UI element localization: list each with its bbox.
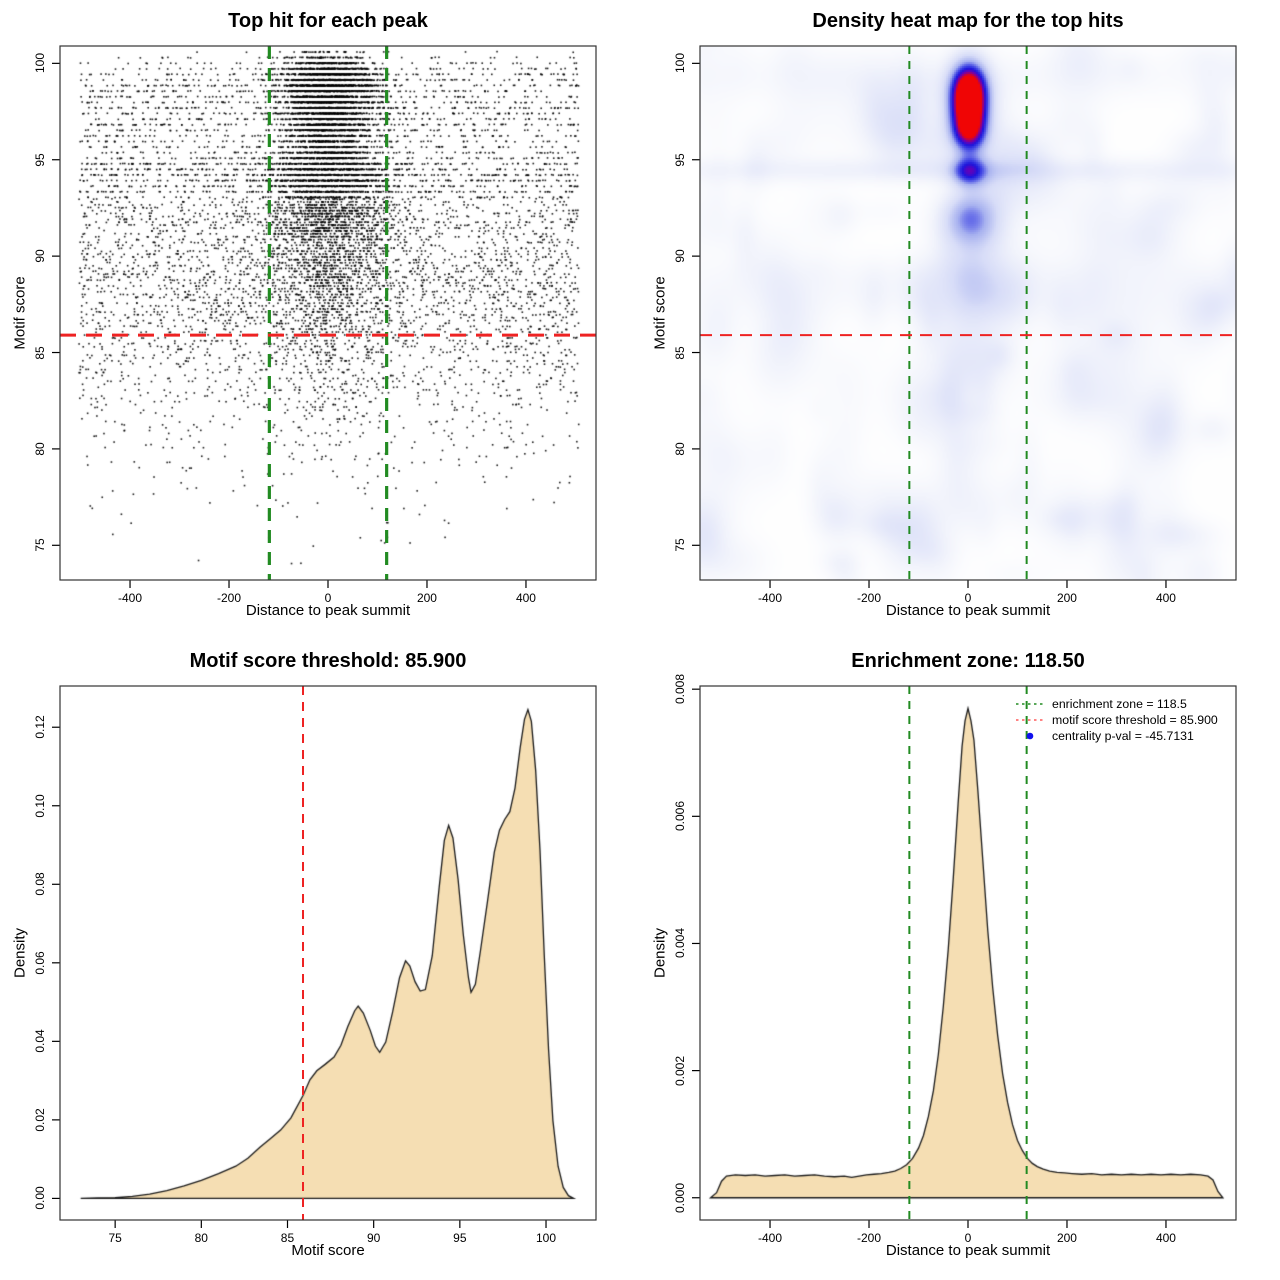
x-tick-label: -200 (857, 1231, 882, 1245)
panel-top-hits-scatter: Top hit for each peak Distance to peak s… (0, 0, 640, 640)
x-tick-label: 0 (964, 1231, 972, 1245)
scatter-x-axis-label: Distance to peak summit (245, 602, 411, 619)
y-tick-label: 90 (33, 249, 47, 263)
y-tick-label: 80 (673, 442, 687, 456)
y-tick-label: 80 (33, 442, 47, 456)
x-tick-label: -400 (758, 1231, 783, 1245)
y-tick-label: 85 (673, 345, 687, 360)
y-tick-label: 75 (673, 538, 687, 552)
x-tick-label: 0 (324, 591, 332, 605)
y-tick-label: 0.002 (673, 1055, 687, 1086)
y-tick-label: 0.00 (33, 1186, 47, 1211)
y-tick-label: 85 (33, 345, 47, 360)
y-tick-label: 100 (673, 53, 687, 74)
x-tick-label: 200 (1056, 1231, 1077, 1245)
motif-density-title: Motif score threshold: 85.900 (189, 650, 467, 672)
x-tick-label: 80 (194, 1231, 208, 1245)
enrichment-y-axis-label: Density (651, 927, 669, 979)
motif-density-x-axis-label: Motif score (291, 1242, 365, 1259)
y-tick-label: 75 (33, 538, 47, 552)
x-tick-label: 400 (515, 591, 536, 605)
y-tick-label: 0.10 (33, 794, 47, 818)
legend-label-motif-threshold: motif score threshold = 85.900 (1052, 713, 1218, 727)
enrichment-x-axis-label: Distance to peak summit (885, 1242, 1051, 1259)
x-tick-label: 200 (1056, 591, 1077, 605)
x-tick-label: 400 (1155, 591, 1176, 605)
y-tick-label: 0.000 (673, 1182, 687, 1213)
x-tick-label: 400 (1155, 1231, 1176, 1245)
y-tick-label: 100 (33, 53, 47, 74)
x-tick-label: 200 (416, 591, 437, 605)
panel-enrichment-zone-density: Enrichment zone: 118.50 Distance to peak… (640, 640, 1280, 1280)
scatter-y-axis-label: Motif score (11, 276, 29, 350)
y-tick-label: 90 (673, 249, 687, 263)
x-tick-label: -400 (758, 591, 783, 605)
x-tick-label: -400 (118, 591, 143, 605)
enrichment-density-canvas (700, 686, 1236, 1220)
panel-motif-score-density: Motif score threshold: 85.900 Motif scor… (0, 640, 640, 1280)
y-tick-label: 95 (33, 153, 47, 167)
y-tick-label: 0.008 (673, 674, 687, 705)
enrichment-title: Enrichment zone: 118.50 (851, 650, 1085, 672)
x-tick-label: 95 (453, 1231, 467, 1245)
y-tick-label: 0.006 (673, 801, 687, 832)
y-tick-label: 0.004 (673, 928, 687, 959)
x-tick-label: 0 (964, 591, 972, 605)
x-tick-label: 85 (280, 1231, 295, 1245)
x-tick-label: -200 (857, 591, 882, 605)
heatmap-x-axis-label: Distance to peak summit (885, 602, 1051, 619)
y-tick-label: 0.12 (33, 715, 47, 739)
heatmap-plot-canvas (700, 46, 1236, 580)
panel-density-heatmap: Density heat map for the top hits Distan… (640, 0, 1280, 640)
x-tick-label: 90 (366, 1231, 381, 1245)
x-tick-label: 75 (108, 1231, 122, 1245)
scatter-plot-canvas (60, 46, 596, 580)
motif-density-y-axis-label: Density (11, 927, 29, 979)
y-tick-label: 95 (673, 153, 687, 167)
y-tick-label: 0.08 (33, 872, 47, 896)
y-tick-label: 0.04 (33, 1029, 47, 1054)
x-tick-label: 100 (536, 1231, 557, 1245)
heatmap-title: Density heat map for the top hits (812, 10, 1124, 32)
scatter-title: Top hit for each peak (228, 10, 428, 32)
y-tick-label: 0.06 (33, 951, 47, 975)
legend-label-enrichment-zone: enrichment zone = 118.5 (1052, 697, 1187, 711)
motif-density-canvas (60, 686, 596, 1220)
x-tick-label: -200 (217, 591, 242, 605)
y-tick-label: 0.02 (33, 1108, 47, 1132)
legend-label-centrality-pval: centrality p-val = -45.7131 (1052, 729, 1194, 743)
heatmap-y-axis-label: Motif score (651, 276, 669, 350)
